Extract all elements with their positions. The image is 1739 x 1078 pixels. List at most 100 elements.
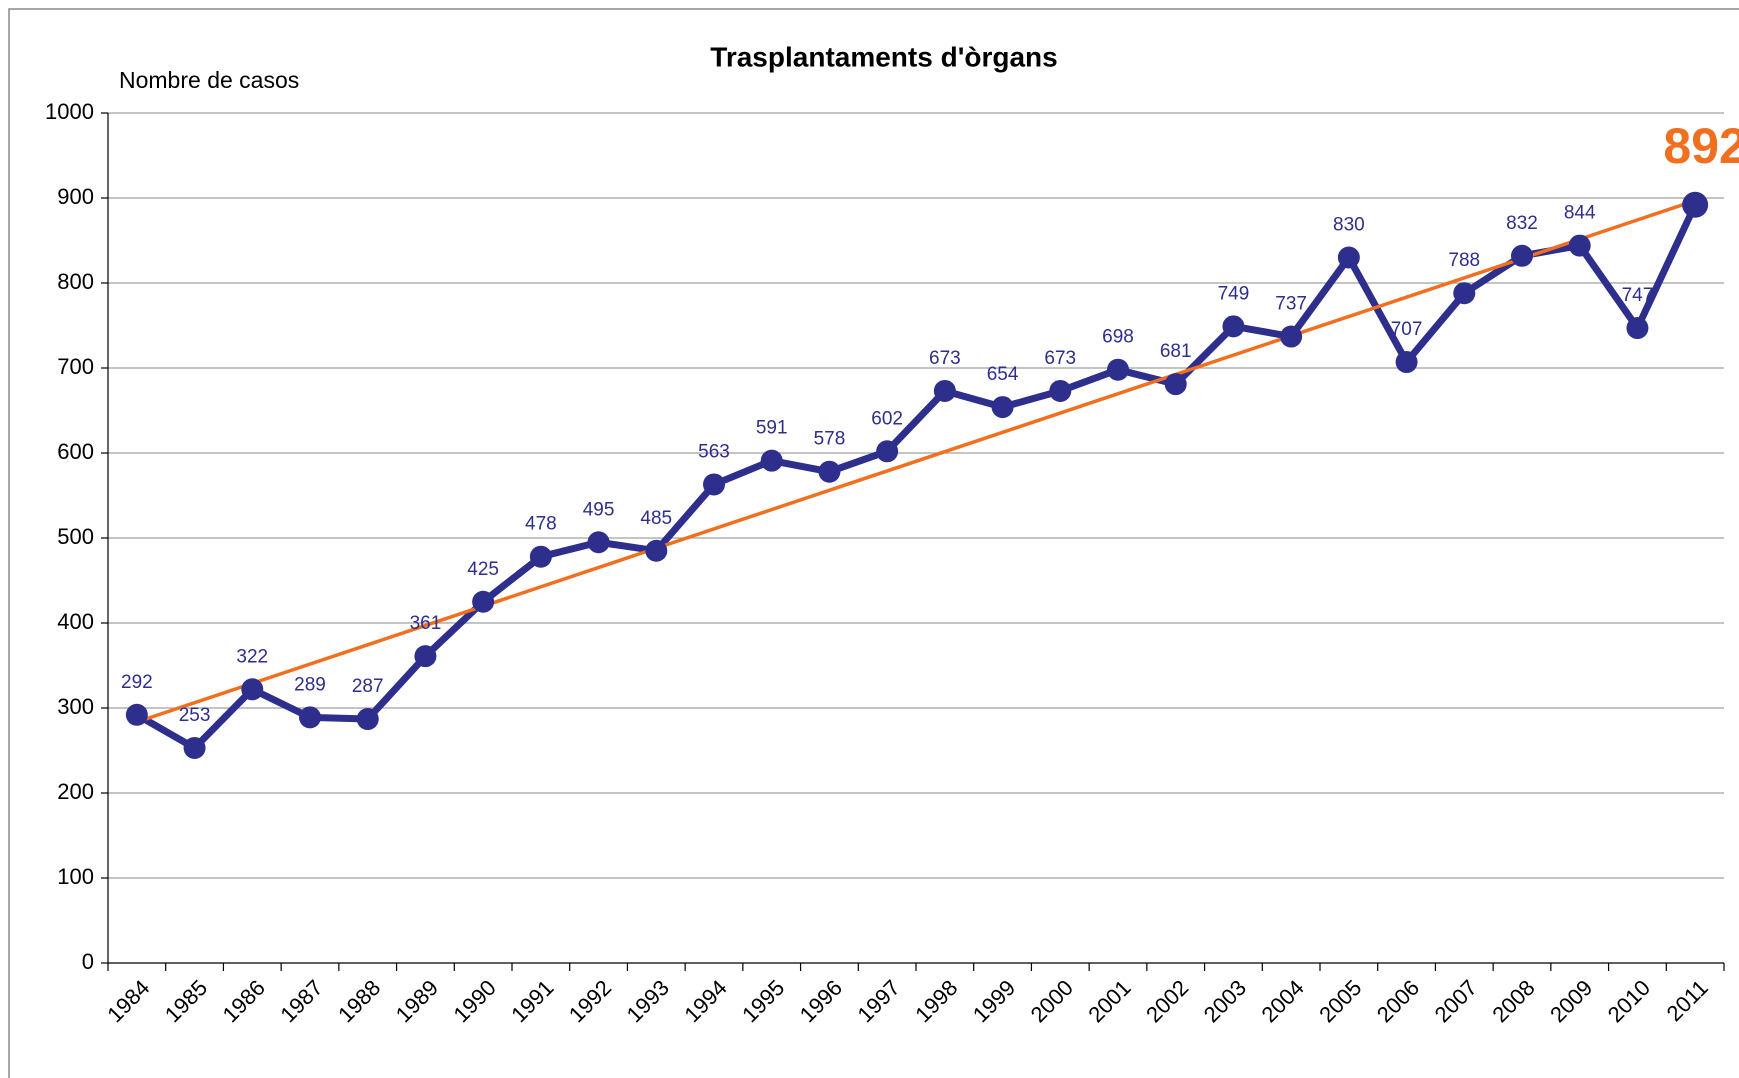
data-point [1337, 246, 1360, 269]
data-point [1626, 317, 1649, 340]
x-tick-label: 1987 [275, 975, 327, 1027]
x-tick-label: 1998 [910, 975, 962, 1027]
x-tick-label: 1986 [218, 975, 270, 1027]
x-tick-label: 2000 [1026, 975, 1078, 1027]
data-label: 602 [871, 408, 903, 429]
x-tick-label: 2002 [1141, 975, 1193, 1027]
data-label: 495 [583, 499, 615, 520]
data-point [529, 545, 552, 568]
series-line [135, 203, 1699, 752]
data-label: 478 [525, 514, 557, 535]
data-point [1395, 351, 1418, 374]
data-label: 289 [294, 674, 326, 695]
y-tick-label: 1000 [45, 99, 94, 124]
x-tick-label: 1994 [679, 975, 731, 1027]
data-label: 681 [1160, 341, 1192, 362]
chart-title: Trasplantaments d'òrgans [710, 41, 1057, 72]
x-tick-label: 1985 [160, 975, 212, 1027]
data-point [1682, 191, 1709, 218]
data-point [703, 473, 725, 496]
x-tick-label: 1990 [448, 975, 500, 1027]
data-point [991, 396, 1014, 419]
x-tick-label: 2004 [1256, 975, 1308, 1027]
y-tick-label: 900 [57, 184, 94, 209]
data-point [933, 379, 956, 402]
y-tick-label: 200 [57, 779, 94, 804]
x-tick-label: 1989 [391, 975, 443, 1027]
x-tick-label: 1984 [102, 975, 154, 1027]
data-label: 322 [236, 646, 268, 667]
y-tick-label: 500 [57, 524, 94, 549]
data-label: 673 [929, 348, 961, 369]
y-tick-label: 600 [57, 439, 94, 464]
data-point [1222, 315, 1245, 338]
data-label: 563 [698, 441, 730, 462]
data-point [241, 678, 264, 701]
data-point [1049, 379, 1072, 402]
trend-line [136, 198, 1696, 724]
data-label: 832 [1506, 213, 1538, 234]
data-point [299, 706, 321, 729]
data-point [472, 590, 495, 613]
data-label: 253 [179, 705, 211, 726]
x-tick-label: 2008 [1487, 975, 1539, 1027]
data-point [183, 736, 206, 759]
y-tick-label: 0 [82, 949, 94, 974]
y-tick-label: 300 [57, 694, 94, 719]
x-tick-label: 2001 [1083, 975, 1135, 1027]
y-tick-label: 800 [57, 269, 94, 294]
data-label: 485 [640, 508, 672, 529]
x-tick-label: 1997 [852, 975, 904, 1027]
x-tick-label: 2010 [1603, 975, 1655, 1027]
data-point [1280, 325, 1303, 348]
y-tick-label: 700 [57, 354, 94, 379]
data-point [414, 645, 437, 668]
data-label: 788 [1448, 250, 1480, 271]
data-label: 892 [1663, 118, 1739, 174]
data-label: 698 [1102, 327, 1134, 348]
x-tick-label: 1995 [737, 975, 789, 1027]
x-tick-label: 2005 [1314, 975, 1366, 1027]
x-tick-label: 2009 [1545, 975, 1597, 1027]
data-label: 287 [352, 676, 384, 697]
x-tick-label: 1988 [333, 975, 385, 1027]
data-label: 844 [1564, 203, 1596, 224]
data-label: 673 [1044, 348, 1076, 369]
data-point [587, 531, 610, 554]
y-tick-label: 400 [57, 609, 94, 634]
data-label: 749 [1218, 283, 1250, 304]
data-point [1568, 234, 1591, 257]
data-point [1511, 244, 1533, 267]
data-point [1164, 373, 1187, 396]
data-label: 578 [814, 429, 846, 450]
y-axis-label: Nombre de casos [119, 67, 299, 93]
x-tick-label: 1992 [564, 975, 616, 1027]
data-point [876, 440, 899, 463]
x-tick-label: 2006 [1372, 975, 1424, 1027]
data-point [1453, 282, 1476, 305]
data-label: 361 [410, 613, 442, 634]
data-label: 654 [987, 364, 1019, 385]
data-point [125, 703, 148, 726]
y-tick-label: 100 [57, 864, 94, 889]
x-tick-label: 1993 [622, 975, 674, 1027]
x-tick-label: 2003 [1199, 975, 1251, 1027]
data-label: 425 [467, 559, 499, 580]
data-point [818, 460, 841, 483]
data-point [645, 539, 668, 562]
x-tick-label: 2011 [1662, 975, 1713, 1026]
data-label: 747 [1622, 285, 1654, 306]
x-tick-label: 1999 [968, 975, 1020, 1027]
data-label: 591 [756, 418, 788, 439]
data-point [1107, 358, 1129, 381]
data-label: 737 [1275, 294, 1307, 315]
data-point [760, 449, 783, 472]
x-tick-label: 2007 [1430, 975, 1482, 1027]
x-tick-label: 1996 [795, 975, 847, 1027]
data-label: 830 [1333, 215, 1365, 236]
data-point [356, 708, 379, 731]
x-tick-label: 1991 [506, 975, 558, 1027]
data-label: 292 [121, 672, 153, 693]
data-label: 707 [1391, 319, 1423, 340]
